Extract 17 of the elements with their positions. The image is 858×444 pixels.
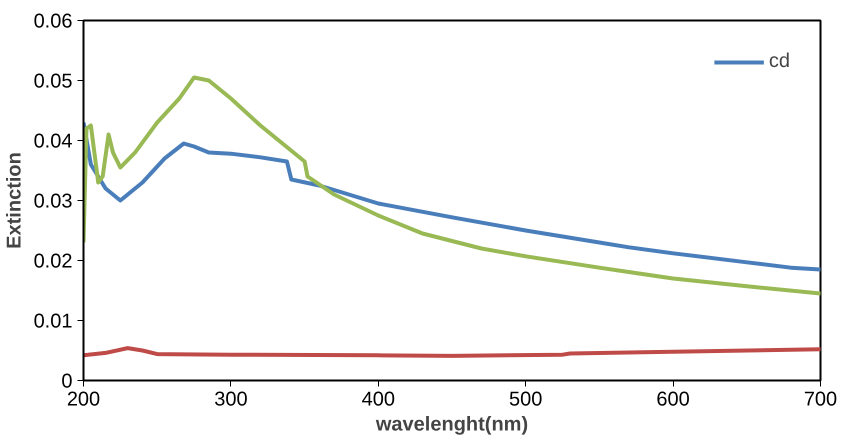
x-axis-title: wavelenght(nm) — [374, 414, 528, 436]
x-tick-label: 700 — [804, 388, 838, 410]
y-tick-label: 0.01 — [34, 310, 73, 332]
x-tick-label: 400 — [362, 388, 395, 410]
y-tick-label: 0.06 — [34, 10, 73, 32]
y-tick-label: 0.04 — [34, 130, 73, 152]
line-series — [84, 346, 820, 358]
x-tick-label: 300 — [214, 388, 248, 410]
y-tick-label: 0.03 — [34, 190, 73, 212]
line-series — [84, 120, 820, 272]
legend-label: cd — [768, 50, 790, 73]
y-tick-label: 0.02 — [34, 250, 73, 272]
y-tick-label: 0.05 — [34, 70, 73, 92]
line-series — [84, 76, 820, 296]
x-tick-label: 500 — [509, 388, 542, 410]
y-axis-title: Extinction — [4, 152, 26, 249]
x-tick-label: 600 — [656, 388, 690, 410]
